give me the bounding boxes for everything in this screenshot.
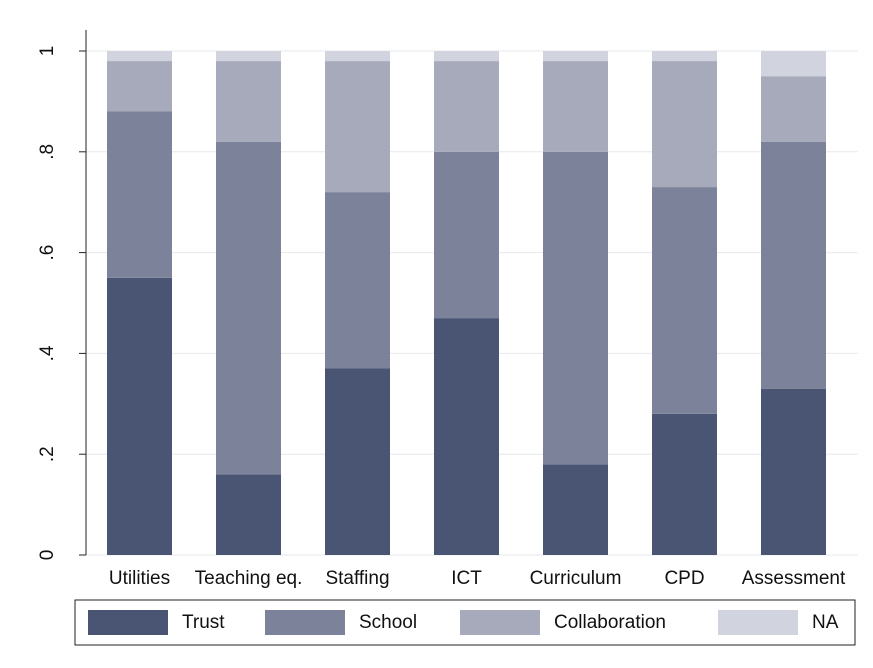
bar-segment [652, 51, 717, 62]
bar-segment [325, 368, 390, 555]
bar-segment [325, 61, 390, 193]
legend-swatch [265, 610, 345, 635]
x-tick-label: Utilities [109, 568, 170, 589]
legend-swatch [718, 610, 798, 635]
legend-label: School [359, 612, 417, 633]
y-tick-label: .2 [37, 446, 58, 462]
bar-segment [543, 464, 608, 555]
legend-label: Trust [182, 612, 225, 633]
bar-segment [543, 61, 608, 152]
bar-segment [216, 51, 281, 62]
x-tick-label: Staffing [325, 568, 389, 589]
legend-swatch [460, 610, 540, 635]
bar-segment [325, 51, 390, 62]
legend-swatch [88, 610, 168, 635]
bar-segment [652, 61, 717, 188]
bar-segment [107, 277, 172, 555]
bar-segment [216, 141, 281, 475]
bar-segment [761, 51, 826, 77]
bar-segment [543, 151, 608, 465]
y-tick-label: .8 [37, 144, 58, 160]
bar-segment [434, 151, 499, 319]
bar-segment [216, 61, 281, 142]
x-tick-label: Teaching eq. [195, 568, 303, 589]
x-tick-label: CPD [664, 568, 704, 589]
x-tick-label: ICT [451, 568, 482, 589]
bar-segment [761, 388, 826, 555]
x-tick-label: Assessment [742, 568, 846, 589]
legend-label: NA [812, 612, 839, 633]
x-tick-label: Curriculum [530, 568, 622, 589]
bar-segment [543, 51, 608, 62]
y-tick-label: 1 [37, 46, 58, 57]
bar-segment [107, 51, 172, 62]
y-tick-label: 0 [37, 550, 58, 561]
y-tick-label: .4 [37, 345, 58, 361]
bar-segment [652, 413, 717, 555]
bar-segment [434, 61, 499, 152]
bar-segment [434, 318, 499, 555]
bar-segment [107, 111, 172, 278]
bar-segment [761, 76, 826, 142]
y-tick-label: .6 [37, 245, 58, 261]
bar-segment [107, 61, 172, 112]
bar-segment [434, 51, 499, 62]
bar-segment [325, 192, 390, 369]
legend-label: Collaboration [554, 612, 666, 633]
bar-segment [652, 187, 717, 414]
bar-segment [216, 474, 281, 555]
bar-segment [761, 141, 826, 389]
